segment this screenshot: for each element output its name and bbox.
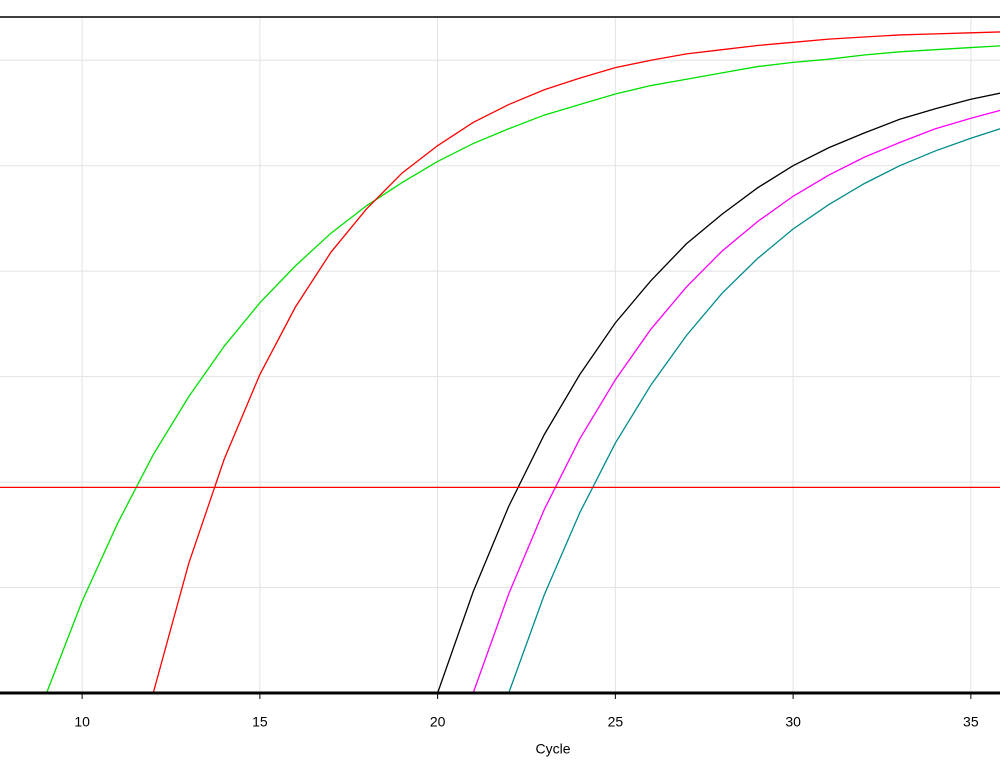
x-tick-label: 10	[74, 714, 90, 730]
x-tick-label: 35	[963, 714, 979, 730]
series-line	[508, 128, 1000, 693]
x-axis-label: Cycle	[535, 741, 570, 757]
x-tick-label: 15	[252, 714, 268, 730]
x-tick-label: 25	[608, 714, 624, 730]
x-tick-label: 30	[785, 714, 801, 730]
series-line	[45, 45, 1000, 693]
series-line	[152, 31, 1000, 693]
plot-area	[45, 31, 1000, 693]
series-line	[436, 92, 1000, 693]
x-tick-label: 20	[430, 714, 446, 730]
series-line	[472, 109, 1000, 693]
